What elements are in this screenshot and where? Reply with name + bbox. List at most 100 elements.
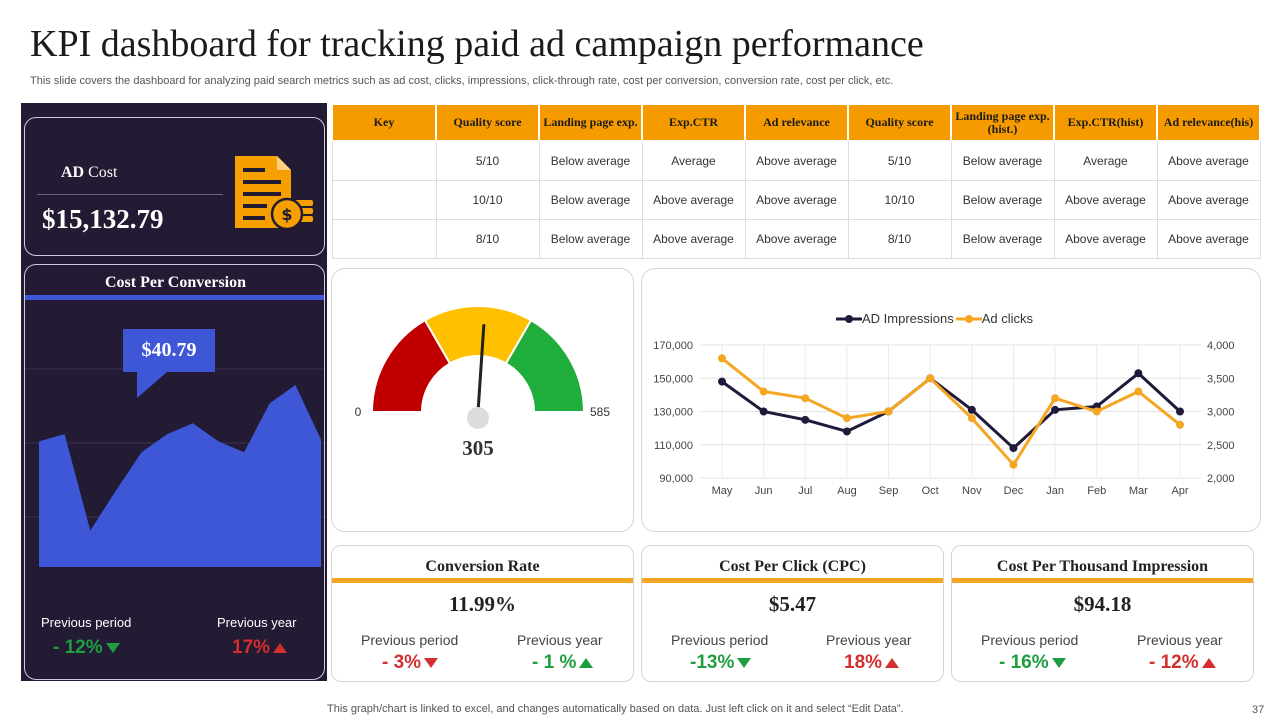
- table-cell[interactable]: [331, 140, 437, 181]
- table-cell[interactable]: Below average: [538, 218, 643, 259]
- data-point: [801, 415, 810, 424]
- svg-text:$: $: [281, 205, 292, 224]
- x-tick-label: Jun: [755, 485, 773, 497]
- cost-per-thousand-impression-card[interactable]: Cost Per Thousand Impression $94.18 Prev…: [951, 545, 1254, 682]
- gauge-segment: [504, 318, 586, 413]
- table-row: 5/10 Below average Average Above average…: [331, 140, 1261, 181]
- line-chart-card[interactable]: AD Impressions Ad clicks May Jun Jul Aug Sep…: [641, 268, 1261, 532]
- table-cell[interactable]: Above average: [744, 179, 849, 220]
- column-header[interactable]: Quality score: [847, 103, 952, 142]
- table-cell[interactable]: Below average: [538, 140, 643, 181]
- column-header[interactable]: Ad relevance(his): [1156, 103, 1261, 142]
- table-cell[interactable]: 5/10: [435, 140, 540, 181]
- table-cell[interactable]: 8/10: [847, 218, 952, 259]
- column-header[interactable]: Exp.CTR(hist): [1053, 103, 1158, 142]
- x-tick-label: Jul: [798, 485, 812, 497]
- data-point: [1176, 407, 1184, 416]
- cost-per-click-card[interactable]: Cost Per Click (CPC) $5.47 Previous peri…: [641, 545, 944, 682]
- table-cell[interactable]: 10/10: [847, 179, 952, 220]
- area-series: [39, 385, 321, 567]
- y-left-tick-label: 90,000: [659, 473, 693, 485]
- y-left-tick-label: 130,000: [653, 407, 693, 419]
- data-point: [842, 427, 851, 436]
- table-cell[interactable]: 8/10: [435, 218, 540, 259]
- x-tick-label: Oct: [922, 485, 939, 497]
- table-cell[interactable]: Average: [641, 140, 746, 181]
- gauge-hub: [467, 407, 489, 429]
- cost-per-conversion-card[interactable]: Cost Per Conversion $40.79 Previous peri…: [24, 264, 325, 680]
- table-cell[interactable]: Above average: [1156, 218, 1261, 259]
- metric-title: Conversion Rate: [425, 558, 540, 575]
- previous-year-label: Previous year: [517, 632, 603, 648]
- column-header[interactable]: Exp.CTR: [641, 103, 746, 142]
- table-cell[interactable]: 10/10: [435, 179, 540, 220]
- gauge-max-label: 585: [590, 405, 610, 419]
- gauge-needle: [476, 324, 486, 413]
- title-accent-bar: [952, 578, 1253, 583]
- down-arrow-icon: [105, 642, 120, 653]
- quality-score-table: Key Quality score Landing page exp. Exp.…: [331, 103, 1261, 259]
- previous-year-value: - 12%: [1149, 652, 1216, 674]
- metric-value: $5.47: [768, 592, 817, 616]
- up-arrow-icon: [273, 642, 288, 653]
- up-arrow-icon: [579, 657, 594, 668]
- previous-period-label: Previous period: [41, 615, 132, 630]
- gauge-value: 305: [462, 436, 494, 460]
- table-cell[interactable]: Average: [1053, 140, 1158, 181]
- y-left-tick-label: 110,000: [654, 440, 693, 452]
- up-arrow-icon: [885, 657, 900, 668]
- footer-note: This graph/chart is linked to excel, and…: [327, 703, 904, 715]
- column-header[interactable]: Ad relevance: [744, 103, 849, 142]
- table-cell[interactable]: Above average: [1053, 218, 1158, 259]
- table-row: 10/10 Below average Above average Above …: [331, 179, 1261, 220]
- data-point: [884, 407, 893, 416]
- table-cell[interactable]: [331, 179, 437, 220]
- table-cell[interactable]: Above average: [641, 218, 746, 259]
- metric-title: Cost Per Thousand Impression: [996, 558, 1209, 575]
- data-point: [1051, 405, 1060, 414]
- table-cell[interactable]: Above average: [1156, 179, 1261, 220]
- data-point: [1176, 420, 1184, 429]
- ad-cost-card[interactable]: AD Cost $15,132.79 $: [24, 117, 325, 256]
- down-arrow-icon: [1051, 657, 1066, 668]
- column-header[interactable]: Landing page exp.(hist.): [950, 103, 1055, 142]
- column-header[interactable]: Key: [331, 103, 437, 142]
- table-cell[interactable]: Below average: [950, 218, 1055, 259]
- y-right-tick-label: 3,500: [1207, 373, 1235, 385]
- previous-year-label: Previous year: [217, 615, 297, 630]
- chart-legend[interactable]: AD Impressions Ad clicks: [836, 311, 1033, 326]
- x-tick-label: Aug: [837, 485, 857, 497]
- data-point: [759, 387, 768, 396]
- previous-year-label: Previous year: [1137, 632, 1223, 648]
- series-line: [721, 357, 1181, 468]
- ad-cost-value: $15,132.79: [42, 204, 164, 234]
- previous-period-label: Previous period: [361, 632, 459, 648]
- table-cell[interactable]: Above average: [744, 140, 849, 181]
- metric-value: 11.99%: [448, 592, 517, 616]
- divider: [37, 194, 223, 195]
- page-title: KPI dashboard for tracking paid ad campa…: [30, 23, 924, 65]
- legend-label: Ad clicks: [981, 311, 1034, 326]
- table-cell[interactable]: Below average: [950, 179, 1055, 220]
- table-cell[interactable]: 5/10: [847, 140, 952, 181]
- previous-period-label: Previous period: [671, 632, 769, 648]
- column-header[interactable]: Quality score: [435, 103, 540, 142]
- table-cell[interactable]: [331, 218, 437, 259]
- previous-year-value: 18%: [844, 652, 900, 674]
- table-cell[interactable]: Below average: [950, 140, 1055, 181]
- y-right-tick-label: 3,000: [1207, 407, 1235, 419]
- table-cell[interactable]: Above average: [1053, 179, 1158, 220]
- page-subtitle: This slide covers the dashboard for anal…: [30, 75, 894, 87]
- y-right-tick-label: 2,000: [1207, 473, 1235, 485]
- table-cell[interactable]: Above average: [641, 179, 746, 220]
- x-tick-label: Nov: [962, 485, 982, 497]
- previous-period-label: Previous period: [981, 632, 1079, 648]
- conversion-rate-card[interactable]: Conversion Rate 11.99% Previous period -…: [331, 545, 634, 682]
- table-cell[interactable]: Above average: [744, 218, 849, 259]
- column-header[interactable]: Landing page exp.: [538, 103, 643, 142]
- data-point: [967, 405, 976, 414]
- down-arrow-icon: [424, 657, 439, 668]
- table-cell[interactable]: Below average: [538, 179, 643, 220]
- gauge-card[interactable]: 0 585 305: [331, 268, 634, 532]
- table-cell[interactable]: Above average: [1156, 140, 1261, 181]
